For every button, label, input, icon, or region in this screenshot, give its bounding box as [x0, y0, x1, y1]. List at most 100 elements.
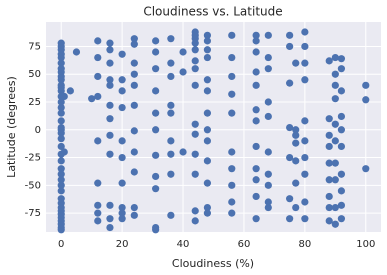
point [325, 131, 333, 139]
point [203, 37, 212, 45]
y-tick-label: 50 [28, 69, 41, 80]
point [57, 176, 65, 184]
point [286, 42, 294, 51]
point [331, 159, 339, 167]
y-tick-label: -25 [25, 153, 41, 164]
point [228, 90, 236, 98]
point [167, 150, 175, 158]
point [106, 76, 114, 84]
point [228, 181, 236, 189]
point [57, 117, 65, 125]
point [331, 203, 339, 212]
point [264, 98, 272, 106]
point [167, 35, 175, 43]
point [301, 215, 309, 223]
point [167, 211, 175, 219]
point [179, 68, 187, 76]
point [57, 76, 65, 84]
point [94, 217, 102, 225]
point [331, 120, 339, 128]
point [325, 57, 333, 65]
point [152, 126, 160, 134]
point [325, 217, 333, 225]
point [106, 150, 114, 158]
point [94, 53, 102, 62]
point [292, 126, 300, 134]
point [337, 201, 346, 209]
point [130, 203, 138, 212]
point [228, 209, 236, 217]
point [301, 42, 309, 51]
point [106, 131, 114, 139]
point [228, 165, 236, 173]
point [301, 198, 309, 206]
point [167, 170, 175, 178]
point [130, 59, 138, 67]
point [252, 215, 260, 223]
point [203, 203, 212, 212]
point [118, 179, 126, 187]
point [191, 150, 199, 158]
point [167, 101, 175, 109]
point [331, 176, 339, 184]
point [337, 187, 346, 195]
point [179, 48, 187, 56]
point [57, 170, 65, 178]
point [331, 70, 339, 78]
point [301, 117, 309, 125]
point [191, 39, 199, 47]
point [203, 76, 212, 84]
point [152, 48, 160, 56]
point [362, 81, 370, 89]
x-tick-label: 60 [238, 239, 251, 250]
point [203, 209, 212, 217]
point [179, 148, 187, 156]
point [252, 176, 260, 184]
x-tick-label: 20 [116, 239, 129, 250]
point [88, 95, 96, 103]
point [191, 120, 199, 128]
point [106, 59, 114, 67]
y-axis-label: Latitude (degrees) [5, 76, 18, 178]
point [152, 37, 160, 45]
y-tick-label: 0 [35, 125, 41, 136]
point [203, 46, 212, 54]
point [191, 65, 199, 73]
point [203, 53, 212, 62]
chart-title: Cloudiness vs. Latitude [143, 5, 282, 19]
point [106, 101, 114, 109]
point [331, 220, 339, 228]
point [301, 28, 309, 36]
point [292, 203, 300, 212]
point [106, 201, 114, 209]
point [94, 179, 102, 187]
point [337, 65, 346, 73]
plot-area [46, 22, 381, 232]
point [57, 157, 65, 165]
point [264, 65, 272, 73]
point [118, 76, 126, 84]
point [130, 40, 138, 48]
point [130, 148, 138, 156]
point [57, 109, 65, 117]
point [286, 195, 294, 203]
point [337, 170, 346, 178]
point [152, 185, 160, 193]
point [337, 126, 346, 134]
point [118, 137, 126, 145]
point [191, 217, 199, 225]
point [94, 72, 102, 81]
x-tick-label: 40 [177, 239, 190, 250]
point [57, 53, 65, 62]
point [118, 87, 126, 95]
point [203, 31, 212, 39]
point [203, 87, 212, 95]
point [57, 126, 65, 134]
point [264, 148, 272, 156]
point [301, 76, 309, 84]
point [167, 109, 175, 117]
point [203, 109, 212, 117]
point [301, 153, 309, 162]
point [118, 153, 126, 162]
point [301, 59, 309, 67]
